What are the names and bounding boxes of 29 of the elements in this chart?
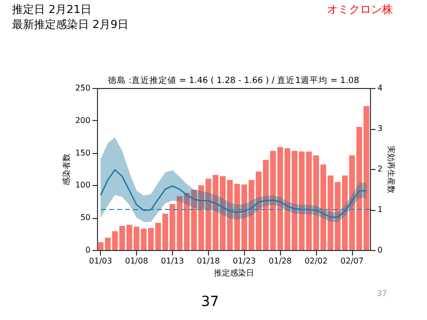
x-tick-label: 02/07	[340, 256, 364, 266]
y-tick-label: 200	[75, 116, 90, 125]
y-axis-title: 感染者数	[62, 154, 72, 186]
y2-tick-label: 2	[378, 164, 383, 174]
line-series	[100, 169, 368, 218]
x-tick-label: 02/02	[304, 256, 328, 266]
text: 推定日 2月21日	[12, 3, 92, 16]
x-axis-title: 推定感染日	[214, 268, 254, 278]
y-tick-label: 150	[75, 148, 90, 158]
x-tick-label: 01/13	[160, 256, 184, 266]
x-tick-label: 01/28	[268, 256, 292, 266]
y2-axis-title: 実効再生産数	[386, 146, 396, 194]
y2-tick-label: 1	[378, 205, 383, 214]
y-tick-label: 250	[75, 84, 90, 92]
x-tick-label: 01/03	[89, 256, 112, 266]
text: 37	[201, 294, 219, 310]
y2-tick-label: 4	[378, 84, 383, 92]
x-tick-label: 01/18	[196, 256, 220, 266]
text: オミクロン株	[327, 3, 393, 16]
y2-tick-label: 0	[378, 246, 383, 254]
text: 37	[376, 289, 387, 298]
x-tick-label: 01/08	[124, 256, 148, 266]
y-tick-label: 50	[80, 213, 90, 222]
chart-title: 徳島 :直近推定値 = 1.46 ( 1.28 - 1.66 ) / 直近1週平均 = 1.08	[108, 75, 360, 86]
y-tick-label: 0	[85, 246, 90, 254]
y-tick-label: 100	[75, 180, 90, 190]
y2-tick-label: 3	[378, 124, 383, 133]
text: 最新推定感染日 2月9日	[12, 18, 128, 31]
x-tick-label: 01/23	[232, 256, 256, 266]
